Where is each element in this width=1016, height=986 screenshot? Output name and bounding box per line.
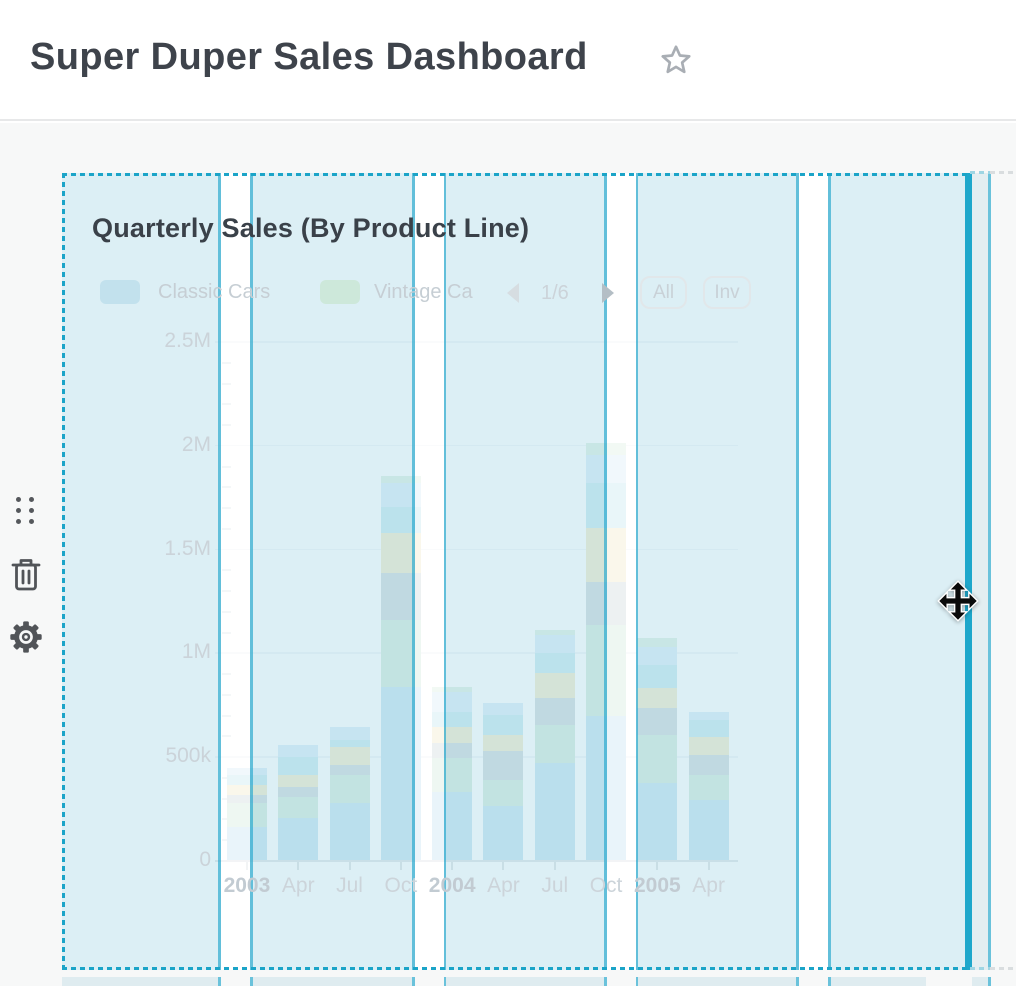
- x-axis-label: 2004: [428, 874, 476, 897]
- legend-swatch[interactable]: [100, 280, 140, 304]
- card-title: Quarterly Sales (By Product Line): [92, 213, 530, 243]
- y-axis-label: 1M: [181, 640, 211, 664]
- legend-page-indicator: 1/6: [541, 282, 569, 304]
- grid-column-line: [635, 977, 638, 986]
- legend-prev-page-icon[interactable]: [505, 282, 521, 304]
- selection-border-bottom-fade: [970, 967, 990, 970]
- grid-column-tint: [252, 977, 412, 986]
- dashboard-card[interactable]: Quarterly Sales (By Product Line) Classi…: [62, 173, 972, 970]
- grid-column-tint: [446, 977, 604, 986]
- x-axis-label: Oct: [384, 874, 418, 897]
- grid-column-tint: [638, 977, 796, 986]
- grid-border-bottom-gray: [990, 967, 1016, 970]
- grid-column-line: [443, 173, 446, 970]
- y-axis-label: 2.5M: [164, 329, 211, 353]
- grid-column-tint: [638, 173, 796, 970]
- trash-icon[interactable]: [9, 555, 43, 595]
- x-axis-label: Apr: [692, 874, 725, 897]
- legend-all-button[interactable]: All: [640, 276, 687, 309]
- x-axis-label: Jul: [541, 874, 569, 897]
- drag-handle-icon[interactable]: [16, 497, 38, 527]
- grid-column-tint: [252, 173, 412, 970]
- x-axis-label: Apr: [487, 874, 520, 897]
- selection-border-left: [62, 173, 65, 970]
- grid-column-tint: [62, 173, 218, 970]
- resize-edge[interactable]: [965, 173, 972, 970]
- grid-column-line: [828, 173, 831, 970]
- x-axis-label: Apr: [281, 874, 315, 897]
- grid-column-line: [412, 977, 415, 986]
- grid-column-line: [988, 173, 991, 970]
- y-axis-label: 2M: [181, 432, 211, 456]
- grid-column-line: [443, 977, 446, 986]
- y-axis-label: 500k: [165, 744, 211, 768]
- grid-gutter: [798, 173, 828, 970]
- grid-column-tint: [62, 977, 218, 986]
- x-axis-label: 2005: [633, 874, 681, 897]
- grid-gutter: [414, 173, 444, 970]
- grid-overlay: [62, 173, 972, 970]
- legend-next-page-icon[interactable]: [600, 282, 616, 304]
- x-axis-label: Oct: [589, 874, 623, 897]
- selection-border-top-fade: [970, 171, 990, 174]
- grid-column-line: [796, 173, 799, 970]
- favorite-star-icon[interactable]: [658, 42, 694, 78]
- selection-border-bottom: [62, 967, 970, 970]
- legend-item-label[interactable]: Classic Cars: [158, 281, 271, 303]
- grid-column-line: [635, 173, 638, 970]
- grid-column-line: [218, 173, 221, 970]
- y-axis-label: 0: [199, 848, 211, 871]
- grid-column-tint: [830, 173, 965, 970]
- selection-border-top: [62, 173, 970, 176]
- grid-column-line: [988, 977, 991, 986]
- legend-item-label[interactable]: Vintage Ca: [374, 281, 473, 303]
- chart-text-layer: Quarterly Sales (By Product Line) Classi…: [62, 173, 972, 970]
- chart-legend: Classic Cars Vintage Ca 1/6 All Inv: [62, 173, 972, 970]
- grid-column-line: [250, 977, 253, 986]
- page-title: Super Duper Sales Dashboard: [30, 36, 588, 78]
- dashboard-header: Super Duper Sales Dashboard: [0, 0, 1016, 121]
- gear-icon[interactable]: (function(){var t=document.getElementByI…: [7, 616, 45, 658]
- grid-gutter: [606, 173, 636, 970]
- grid-column-line: [412, 173, 415, 970]
- grid-column-outside: [972, 173, 988, 970]
- grid-column-tint: [830, 977, 926, 986]
- legend-swatch[interactable]: [320, 280, 360, 304]
- grid-gutter: [220, 173, 250, 970]
- x-axis-label: 2003: [223, 874, 271, 897]
- y-axis-label: 1.5M: [164, 536, 211, 560]
- x-axis-label: Jul: [336, 874, 363, 897]
- grid-border-top-gray: [990, 171, 1016, 174]
- grid-column-line: [250, 173, 253, 970]
- grid-column-tint: [446, 173, 604, 970]
- next-grid-row: [62, 977, 1016, 986]
- grid-column-line: [604, 173, 607, 970]
- grid-column-line: [218, 977, 221, 986]
- grid-column-tint: [972, 977, 988, 986]
- grid-column-line: [604, 977, 607, 986]
- legend-inv-button[interactable]: Inv: [703, 276, 751, 309]
- grid-column-line: [796, 977, 799, 986]
- grid-column-line: [828, 977, 831, 986]
